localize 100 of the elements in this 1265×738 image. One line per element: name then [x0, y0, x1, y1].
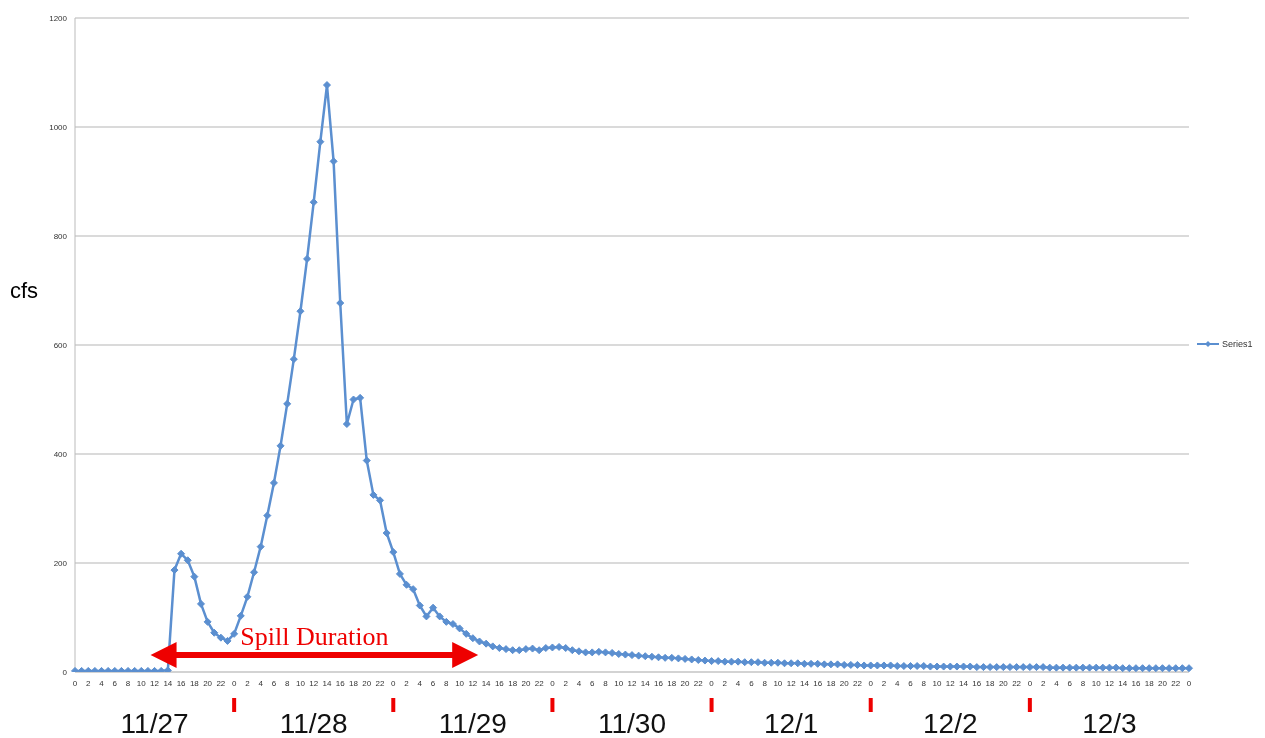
text: 12/3	[1082, 708, 1137, 738]
x-tick-label: 10	[296, 678, 306, 688]
x-tick-label: 0	[231, 678, 237, 688]
x-tick-label: 2	[563, 678, 569, 688]
x-tick-label: 2	[722, 678, 728, 688]
x-tick-label: 22	[534, 678, 545, 688]
y-tick-label: 800	[53, 231, 68, 241]
x-tick-label: 22	[1171, 678, 1181, 688]
x-tick-label: 12	[945, 678, 956, 688]
text: 12/2	[923, 708, 978, 738]
x-tick-label: 0	[550, 678, 556, 688]
x-tick-label: 10	[932, 678, 943, 688]
x-tick-label: 0	[72, 678, 78, 688]
x-tick-label: 6	[1067, 678, 1073, 688]
x-tick-label: 18	[667, 678, 677, 688]
x-tick-label: 22	[853, 678, 863, 688]
legend-label: Series1	[1222, 339, 1253, 349]
y-tick-label: 200	[53, 558, 68, 568]
y-tick-label: 600	[53, 340, 68, 350]
x-tick-label: 20	[521, 678, 531, 688]
x-tick-label: 0	[1027, 678, 1033, 688]
x-tick-label: 18	[826, 678, 836, 688]
x-tick-label: 16	[335, 678, 346, 688]
x-tick-label: 2	[404, 678, 410, 688]
x-tick-label: 22	[375, 678, 386, 688]
x-tick-label: 10	[614, 678, 624, 688]
x-tick-label: 4	[99, 678, 105, 688]
x-tick-label: 20	[1158, 678, 1168, 688]
x-tick-label: 10	[455, 678, 465, 688]
text: 11/27	[120, 708, 189, 738]
x-tick-label: 8	[603, 678, 609, 688]
x-tick-label: 16	[654, 678, 664, 688]
x-tick-label: 16	[494, 678, 505, 688]
x-tick-label: 6	[430, 678, 436, 688]
x-tick-label: 12	[150, 678, 160, 688]
x-tick-label: 16	[1131, 678, 1141, 688]
x-tick-label: 0	[868, 678, 874, 688]
x-tick-label: 6	[271, 678, 277, 688]
y-tick-label: 0	[62, 667, 68, 677]
x-tick-label: 2	[245, 678, 251, 688]
x-tick-label: 16	[972, 678, 982, 688]
x-tick-label: 14	[799, 678, 810, 688]
x-tick-label: 0	[709, 678, 715, 688]
x-tick-label: 8	[762, 678, 768, 688]
annotation: Spill Duration	[240, 622, 389, 652]
x-tick-label: 4	[417, 678, 423, 688]
x-tick-label: 6	[908, 678, 914, 688]
x-tick-label: 12	[309, 678, 319, 688]
x-tick-label: 18	[508, 678, 518, 688]
x-tick-label: 18	[189, 678, 200, 688]
x-tick-label: 20	[998, 678, 1009, 688]
x-tick-label: 4	[576, 678, 582, 688]
x-tick-label: 12	[468, 678, 478, 688]
x-tick-label: 22	[693, 678, 704, 688]
x-tick-label: 14	[163, 678, 173, 688]
x-tick-label: 22	[216, 678, 226, 688]
x-tick-label: 0	[391, 678, 397, 688]
x-tick-label: 6	[112, 678, 118, 688]
x-tick-label: 14	[322, 678, 332, 688]
x-tick-label: 14	[959, 678, 969, 688]
x-tick-label: 2	[86, 678, 92, 688]
x-tick-label: 14	[481, 678, 492, 688]
x-tick-label: 16	[813, 678, 823, 688]
x-tick-label: 0	[1186, 678, 1192, 688]
x-tick-label: 18	[1144, 678, 1155, 688]
x-tick-label: 12	[1104, 678, 1115, 688]
x-tick-label: 4	[735, 678, 741, 688]
x-tick-label: 18	[985, 678, 996, 688]
x-tick-label: 12	[627, 678, 637, 688]
x-tick-label: 2	[881, 678, 887, 688]
y-tick-label: 400	[53, 449, 68, 459]
x-tick-label: 4	[1054, 678, 1060, 688]
x-tick-label: 6	[589, 678, 595, 688]
text: 11/29	[438, 708, 507, 738]
x-tick-label: 8	[921, 678, 927, 688]
x-tick-label: 16	[176, 678, 187, 688]
x-tick-label: 8	[284, 678, 290, 688]
x-tick-label: 10	[773, 678, 783, 688]
y-tick-label: 1000	[49, 122, 68, 132]
y-tick-label: 1200	[49, 13, 68, 23]
text: 12/1	[763, 708, 819, 738]
x-tick-label: 20	[839, 678, 850, 688]
x-tick-label: 18	[349, 678, 359, 688]
x-tick-label: 8	[125, 678, 131, 688]
x-tick-label: 10	[136, 678, 147, 688]
y-axis-title: cfs	[10, 278, 39, 304]
x-tick-label: 20	[362, 678, 372, 688]
x-tick-label: 10	[1091, 678, 1102, 688]
x-tick-label: 12	[786, 678, 797, 688]
x-tick-label: 20	[680, 678, 691, 688]
x-tick-label: 4	[895, 678, 901, 688]
x-tick-label: 6	[749, 678, 755, 688]
x-tick-label: 22	[1012, 678, 1022, 688]
x-tick-label: 2	[1040, 678, 1046, 688]
text: 11/28	[279, 708, 348, 738]
x-tick-label: 14	[640, 678, 651, 688]
x-tick-label: 14	[1118, 678, 1128, 688]
text: 11/30	[598, 708, 666, 738]
x-tick-label: 4	[258, 678, 264, 688]
x-tick-label: 8	[444, 678, 450, 688]
